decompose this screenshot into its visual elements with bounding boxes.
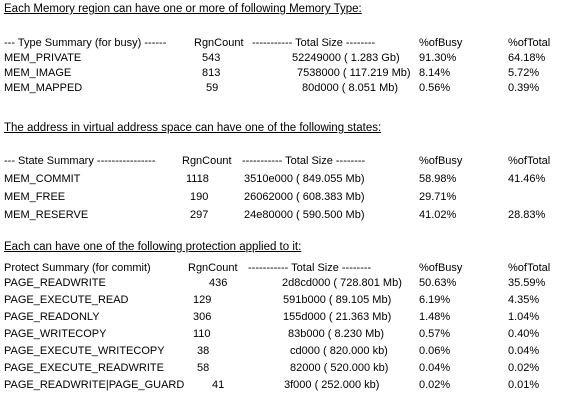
row-total: 35.59% <box>508 277 546 289</box>
row-total: 0.40% <box>508 328 540 340</box>
row-name: MEM_COMMIT <box>4 173 81 185</box>
row-size: 24e80000 ( 590.500 Mb) <box>244 209 365 221</box>
header-total: %ofTotal <box>508 262 551 274</box>
row-count: 1118 <box>186 173 209 185</box>
row-size: 3510e000 ( 849.055 Mb) <box>244 173 365 185</box>
type-table-header: --- Type Summary (for busy) ------ RgnCo… <box>4 36 562 51</box>
header-count: RgnCount <box>188 262 238 274</box>
table-row: MEM_IMAGE 813 7538000 ( 117.219 Mb) 8.14… <box>4 66 562 81</box>
row-name: PAGE_EXECUTE_WRITECOPY <box>4 345 165 357</box>
row-busy: 0.02% <box>419 379 451 391</box>
type-section-heading: Each Memory region can have one or more … <box>4 3 362 15</box>
protect-section-heading: Each can have one of the following prote… <box>4 241 302 253</box>
table-row: MEM_PRIVATE 543 52249000 ( 1.283 Gb) 91.… <box>4 51 562 66</box>
row-name: MEM_MAPPED <box>4 82 83 94</box>
header-name: --- Type Summary (for busy) ------ <box>4 37 167 49</box>
row-size: 83b000 ( 8.230 Mb) <box>288 328 385 340</box>
table-row: MEM_MAPPED 59 80d000 ( 8.051 Mb) 0.56% 0… <box>4 81 562 96</box>
row-busy: 58.98% <box>419 173 457 185</box>
row-count: 297 <box>190 209 209 221</box>
row-busy: 0.57% <box>419 328 451 340</box>
row-count: 813 <box>202 67 221 79</box>
state-table-header: --- State Summary ---------------- RgnCo… <box>4 154 562 169</box>
row-size: 2d8cd000 ( 728.801 Mb) <box>282 277 402 289</box>
header-total: %ofTotal <box>508 155 551 167</box>
row-count: 38 <box>197 345 210 357</box>
header-busy: %ofBusy <box>419 155 463 167</box>
header-count: RgnCount <box>194 37 244 49</box>
row-name: PAGE_READWRITE|PAGE_GUARD <box>4 379 185 391</box>
table-row: PAGE_EXECUTE_READ 129 591b000 ( 89.105 M… <box>4 293 562 308</box>
state-section-heading: The address in virtual address space can… <box>4 122 382 134</box>
table-row: PAGE_READWRITE 436 2d8cd000 ( 728.801 Mb… <box>4 276 562 291</box>
row-name: MEM_FREE <box>4 191 66 203</box>
row-size: 80d000 ( 8.051 Mb) <box>302 82 399 94</box>
row-total: 0.39% <box>508 82 540 94</box>
table-row: MEM_RESERVE 297 24e80000 ( 590.500 Mb) 4… <box>4 208 562 223</box>
header-busy: %ofBusy <box>419 262 463 274</box>
row-busy: 0.06% <box>419 345 451 357</box>
header-size: ----------- Total Size -------- <box>248 262 372 274</box>
row-size: 52249000 ( 1.283 Gb) <box>292 52 400 64</box>
row-name: PAGE_EXECUTE_READ <box>4 294 129 306</box>
row-size: 82000 ( 520.000 kb) <box>290 362 389 374</box>
header-busy: %ofBusy <box>419 37 463 49</box>
table-row: MEM_FREE 190 26062000 ( 608.383 Mb) 29.7… <box>4 190 562 205</box>
row-count: 436 <box>209 277 228 289</box>
row-busy: 91.30% <box>419 52 457 64</box>
row-total: 64.18% <box>508 52 546 64</box>
table-row: PAGE_WRITECOPY 110 83b000 ( 8.230 Mb) 0.… <box>4 327 562 342</box>
row-count: 59 <box>206 82 219 94</box>
table-row: MEM_COMMIT 1118 3510e000 ( 849.055 Mb) 5… <box>4 172 562 187</box>
header-name: --- State Summary ---------------- <box>4 155 156 167</box>
row-name: PAGE_READONLY <box>4 311 100 323</box>
row-count: 129 <box>193 294 212 306</box>
row-name: MEM_PRIVATE <box>4 52 82 64</box>
row-count: 58 <box>197 362 210 374</box>
row-size: cd000 ( 820.000 kb) <box>290 345 388 357</box>
row-total: 41.46% <box>508 173 546 185</box>
row-busy: 0.56% <box>419 82 451 94</box>
row-size: 155d000 ( 21.363 Mb) <box>283 311 392 323</box>
header-size: ----------- Total Size -------- <box>242 155 366 167</box>
row-total: 5.72% <box>508 67 540 79</box>
row-name: PAGE_READWRITE <box>4 277 106 289</box>
row-busy: 50.63% <box>419 277 457 289</box>
row-count: 41 <box>212 379 225 391</box>
row-name: PAGE_EXECUTE_READWRITE <box>4 362 164 374</box>
row-busy: 6.19% <box>419 294 451 306</box>
row-total: 0.01% <box>508 379 540 391</box>
row-size: 3f000 ( 252.000 kb) <box>284 379 380 391</box>
row-busy: 1.48% <box>419 311 451 323</box>
row-name: MEM_IMAGE <box>4 67 72 79</box>
table-row: PAGE_READONLY 306 155d000 ( 21.363 Mb) 1… <box>4 310 562 325</box>
row-total: 0.02% <box>508 362 540 374</box>
row-busy: 0.04% <box>419 362 451 374</box>
row-count: 543 <box>202 52 221 64</box>
row-total: 28.83% <box>508 209 546 221</box>
row-busy: 8.14% <box>419 67 451 79</box>
row-total: 1.04% <box>508 311 540 323</box>
row-size: 26062000 ( 608.383 Mb) <box>244 191 365 203</box>
row-total: 4.35% <box>508 294 540 306</box>
row-busy: 29.71% <box>419 191 457 203</box>
row-size: 591b000 ( 89.105 Mb) <box>283 294 392 306</box>
row-name: MEM_RESERVE <box>4 209 89 221</box>
header-total: %ofTotal <box>508 37 551 49</box>
row-size: 7538000 ( 117.219 Mb) <box>297 67 411 79</box>
header-name: Protect Summary (for commit) <box>4 262 151 274</box>
row-total: 0.04% <box>508 345 540 357</box>
row-busy: 41.02% <box>419 209 457 221</box>
table-row: PAGE_EXECUTE_WRITECOPY 38 cd000 ( 820.00… <box>4 344 562 359</box>
header-count: RgnCount <box>182 155 232 167</box>
table-row: PAGE_READWRITE|PAGE_GUARD 41 3f000 ( 252… <box>4 378 562 393</box>
row-count: 110 <box>193 328 211 340</box>
table-row: PAGE_EXECUTE_READWRITE 58 82000 ( 520.00… <box>4 361 562 376</box>
header-size: ----------- Total Size -------- <box>252 37 376 49</box>
row-count: 306 <box>193 311 212 323</box>
row-name: PAGE_WRITECOPY <box>4 328 107 340</box>
protect-table-header: Protect Summary (for commit) RgnCount --… <box>4 261 562 276</box>
row-count: 190 <box>190 191 209 203</box>
